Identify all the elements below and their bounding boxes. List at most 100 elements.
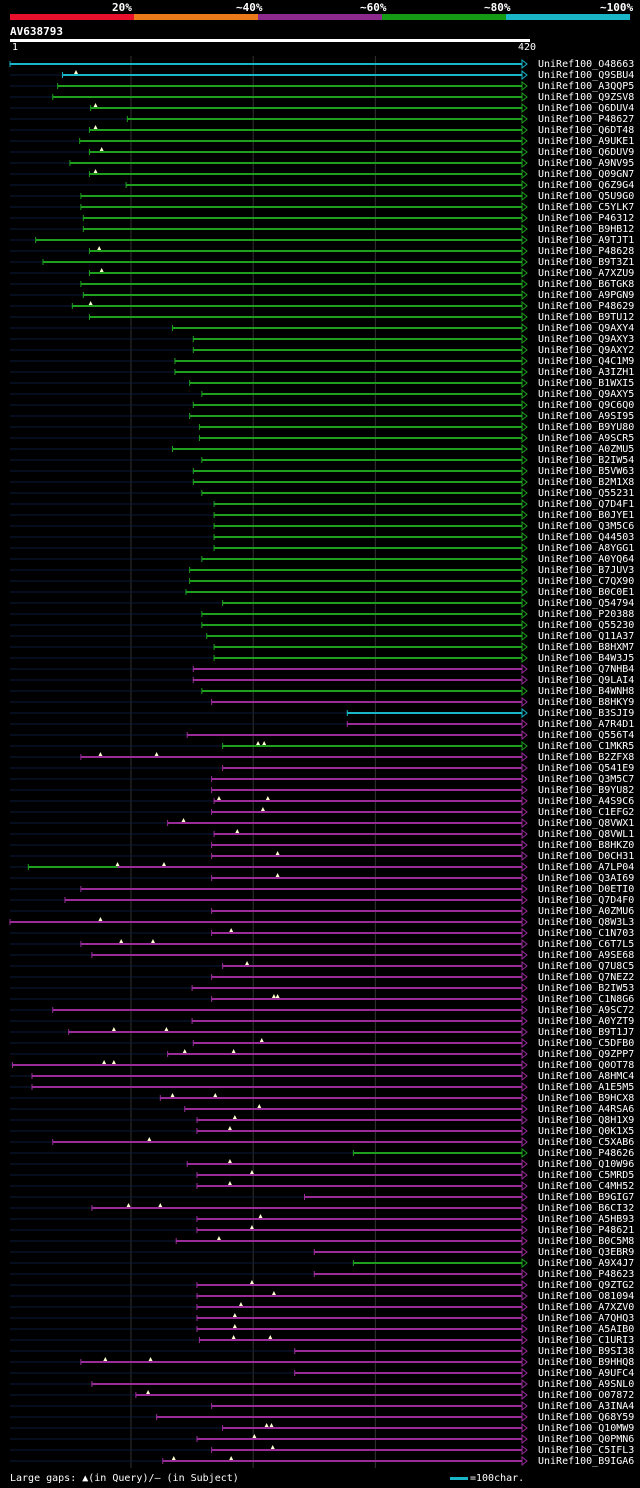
hit-label[interactable]: UniRef100_B9SI38 bbox=[538, 1346, 635, 1357]
hit-label[interactable]: UniRef100_B4WNH8 bbox=[538, 686, 635, 697]
hit-label[interactable]: UniRef100_Q7U8C5 bbox=[538, 961, 635, 972]
hit-label[interactable]: UniRef100_Q9C6Q0 bbox=[538, 400, 635, 411]
hit-label[interactable]: UniRef100_B9IGA6 bbox=[538, 1456, 635, 1467]
hit-label[interactable]: UniRef100_A9X4J7 bbox=[538, 1258, 635, 1269]
hit-label[interactable]: UniRef100_Q44503 bbox=[538, 532, 635, 543]
hit-label[interactable]: UniRef100_Q11A37 bbox=[538, 631, 635, 642]
hit-label[interactable]: UniRef100_A4RSA6 bbox=[538, 1104, 635, 1115]
hit-label[interactable]: UniRef100_Q0OT78 bbox=[538, 1060, 635, 1071]
hit-label[interactable]: UniRef100_Q9ZPP7 bbox=[538, 1049, 635, 1060]
hit-label[interactable]: UniRef100_Q8W3L3 bbox=[538, 917, 635, 928]
hit-label[interactable]: UniRef100_C1EFG2 bbox=[538, 807, 635, 818]
hit-label[interactable]: UniRef100_B3SJI9 bbox=[538, 708, 635, 719]
hit-label[interactable]: UniRef100_Q55230 bbox=[538, 620, 635, 631]
hit-label[interactable]: UniRef100_B9HHQ8 bbox=[538, 1357, 635, 1368]
hit-label[interactable]: UniRef100_C1MKR5 bbox=[538, 741, 635, 752]
hit-label[interactable]: UniRef100_B1WXI5 bbox=[538, 378, 635, 389]
hit-label[interactable]: UniRef100_C6T7L5 bbox=[538, 939, 635, 950]
hit-label[interactable]: UniRef100_A3QQP5 bbox=[538, 81, 635, 92]
hit-label[interactable]: UniRef100_O07872 bbox=[538, 1390, 635, 1401]
hit-label[interactable]: UniRef100_Q3M5C6 bbox=[538, 521, 635, 532]
hit-label[interactable]: UniRef100_Q3AI69 bbox=[538, 873, 635, 884]
hit-label[interactable]: UniRef100_Q10W96 bbox=[538, 1159, 635, 1170]
hit-label[interactable]: UniRef100_A9SE68 bbox=[538, 950, 635, 961]
hit-label[interactable]: UniRef100_Q55231 bbox=[538, 488, 635, 499]
hit-label[interactable]: UniRef100_A9UKE1 bbox=[538, 136, 635, 147]
hit-label[interactable]: UniRef100_B8HKY9 bbox=[538, 697, 635, 708]
hit-label[interactable]: UniRef100_Q3M5C7 bbox=[538, 774, 635, 785]
hit-label[interactable]: UniRef100_B2ZFX8 bbox=[538, 752, 635, 763]
hit-label[interactable]: UniRef100_P48628 bbox=[538, 246, 635, 257]
hit-label[interactable]: UniRef100_Q556T4 bbox=[538, 730, 635, 741]
hit-label[interactable]: UniRef100_Q7NEZ2 bbox=[538, 972, 635, 983]
hit-label[interactable]: UniRef100_O81094 bbox=[538, 1291, 635, 1302]
hit-label[interactable]: UniRef100_A9SCR5 bbox=[538, 433, 635, 444]
hit-label[interactable]: UniRef100_A8HMC4 bbox=[538, 1071, 635, 1082]
hit-label[interactable]: UniRef100_Q9AXY4 bbox=[538, 323, 635, 334]
hit-label[interactable]: UniRef100_Q9LAI4 bbox=[538, 675, 635, 686]
hit-label[interactable]: UniRef100_A5HB93 bbox=[538, 1214, 635, 1225]
hit-label[interactable]: UniRef100_B9GIG7 bbox=[538, 1192, 635, 1203]
hit-label[interactable]: UniRef100_C1URI3 bbox=[538, 1335, 635, 1346]
hit-label[interactable]: UniRef100_A7QHQ3 bbox=[538, 1313, 635, 1324]
hit-label[interactable]: UniRef100_B0C0E1 bbox=[538, 587, 635, 598]
hit-label[interactable]: UniRef100_B9T1J7 bbox=[538, 1027, 635, 1038]
hit-label[interactable]: UniRef100_Q68Y59 bbox=[538, 1412, 635, 1423]
hit-label[interactable]: UniRef100_A1E5M5 bbox=[538, 1082, 635, 1093]
hit-label[interactable]: UniRef100_B0JYE1 bbox=[538, 510, 635, 521]
hit-label[interactable]: UniRef100_B5VW63 bbox=[538, 466, 635, 477]
hit-label[interactable]: UniRef100_C5IFL3 bbox=[538, 1445, 635, 1456]
hit-label[interactable]: UniRef100_C5XAB6 bbox=[538, 1137, 635, 1148]
hit-label[interactable]: UniRef100_B2IW53 bbox=[538, 983, 635, 994]
hit-label[interactable]: UniRef100_Q10MW9 bbox=[538, 1423, 635, 1434]
hit-label[interactable]: UniRef100_A8YGG1 bbox=[538, 543, 635, 554]
hit-label[interactable]: UniRef100_Q6Z9G4 bbox=[538, 180, 635, 191]
hit-label[interactable]: UniRef100_A0ZMU5 bbox=[538, 444, 635, 455]
hit-label[interactable]: UniRef100_P48621 bbox=[538, 1225, 635, 1236]
hit-label[interactable]: UniRef100_Q9AXY2 bbox=[538, 345, 635, 356]
hit-label[interactable]: UniRef100_B6CI32 bbox=[538, 1203, 635, 1214]
hit-label[interactable]: UniRef100_P48629 bbox=[538, 301, 635, 312]
hit-label[interactable]: UniRef100_C5MRD5 bbox=[538, 1170, 635, 1181]
hit-label[interactable]: UniRef100_Q0PMN6 bbox=[538, 1434, 635, 1445]
hit-label[interactable]: UniRef100_B9TU12 bbox=[538, 312, 635, 323]
hit-label[interactable]: UniRef100_O48663 bbox=[538, 59, 635, 70]
hit-label[interactable]: UniRef100_A9SC72 bbox=[538, 1005, 635, 1016]
hit-label[interactable]: UniRef100_C4MH52 bbox=[538, 1181, 635, 1192]
hit-label[interactable]: UniRef100_A9SI95 bbox=[538, 411, 635, 422]
hit-label[interactable]: UniRef100_A9SNL0 bbox=[538, 1379, 635, 1390]
hit-label[interactable]: UniRef100_Q8VWX1 bbox=[538, 818, 635, 829]
hit-label[interactable]: UniRef100_D0ETI0 bbox=[538, 884, 635, 895]
hit-label[interactable]: UniRef100_Q9AXY3 bbox=[538, 334, 635, 345]
hit-label[interactable]: UniRef100_B9T3Z1 bbox=[538, 257, 635, 268]
hit-label[interactable]: UniRef100_A9TJT1 bbox=[538, 235, 635, 246]
hit-label[interactable]: UniRef100_B7JUV3 bbox=[538, 565, 635, 576]
hit-label[interactable]: UniRef100_Q7NHB4 bbox=[538, 664, 635, 675]
hit-label[interactable]: UniRef100_A7LP04 bbox=[538, 862, 635, 873]
hit-label[interactable]: UniRef100_C1N703 bbox=[538, 928, 635, 939]
hit-label[interactable]: UniRef100_C5DFB0 bbox=[538, 1038, 635, 1049]
hit-label[interactable]: UniRef100_Q54794 bbox=[538, 598, 635, 609]
hit-label[interactable]: UniRef100_A0YQ64 bbox=[538, 554, 635, 565]
hit-label[interactable]: UniRef100_Q6DT48 bbox=[538, 125, 635, 136]
hit-label[interactable]: UniRef100_A5AIB0 bbox=[538, 1324, 635, 1335]
hit-label[interactable]: UniRef100_B2IW54 bbox=[538, 455, 635, 466]
hit-label[interactable]: UniRef100_P48627 bbox=[538, 114, 635, 125]
hit-label[interactable]: UniRef100_Q541E9 bbox=[538, 763, 635, 774]
hit-label[interactable]: UniRef100_P20388 bbox=[538, 609, 635, 620]
hit-label[interactable]: UniRef100_A7XZU9 bbox=[538, 268, 635, 279]
hit-label[interactable]: UniRef100_A0ZMU6 bbox=[538, 906, 635, 917]
hit-label[interactable]: UniRef100_A3IZH1 bbox=[538, 367, 635, 378]
hit-label[interactable]: UniRef100_Q9SBU4 bbox=[538, 70, 635, 81]
hit-label[interactable]: UniRef100_P46312 bbox=[538, 213, 635, 224]
hit-label[interactable]: UniRef100_B8HXM7 bbox=[538, 642, 635, 653]
hit-label[interactable]: UniRef100_A9NV95 bbox=[538, 158, 635, 169]
hit-label[interactable]: UniRef100_B4W3J5 bbox=[538, 653, 635, 664]
hit-label[interactable]: UniRef100_Q9ZTG2 bbox=[538, 1280, 635, 1291]
hit-label[interactable]: UniRef100_Q6DUV4 bbox=[538, 103, 635, 114]
hit-label[interactable]: UniRef100_A7XZV0 bbox=[538, 1302, 635, 1313]
hit-label[interactable]: UniRef100_C5YLK7 bbox=[538, 202, 635, 213]
hit-label[interactable]: UniRef100_Q09GN7 bbox=[538, 169, 635, 180]
hit-label[interactable]: UniRef100_P48623 bbox=[538, 1269, 635, 1280]
hit-label[interactable]: UniRef100_B8HKZ0 bbox=[538, 840, 635, 851]
